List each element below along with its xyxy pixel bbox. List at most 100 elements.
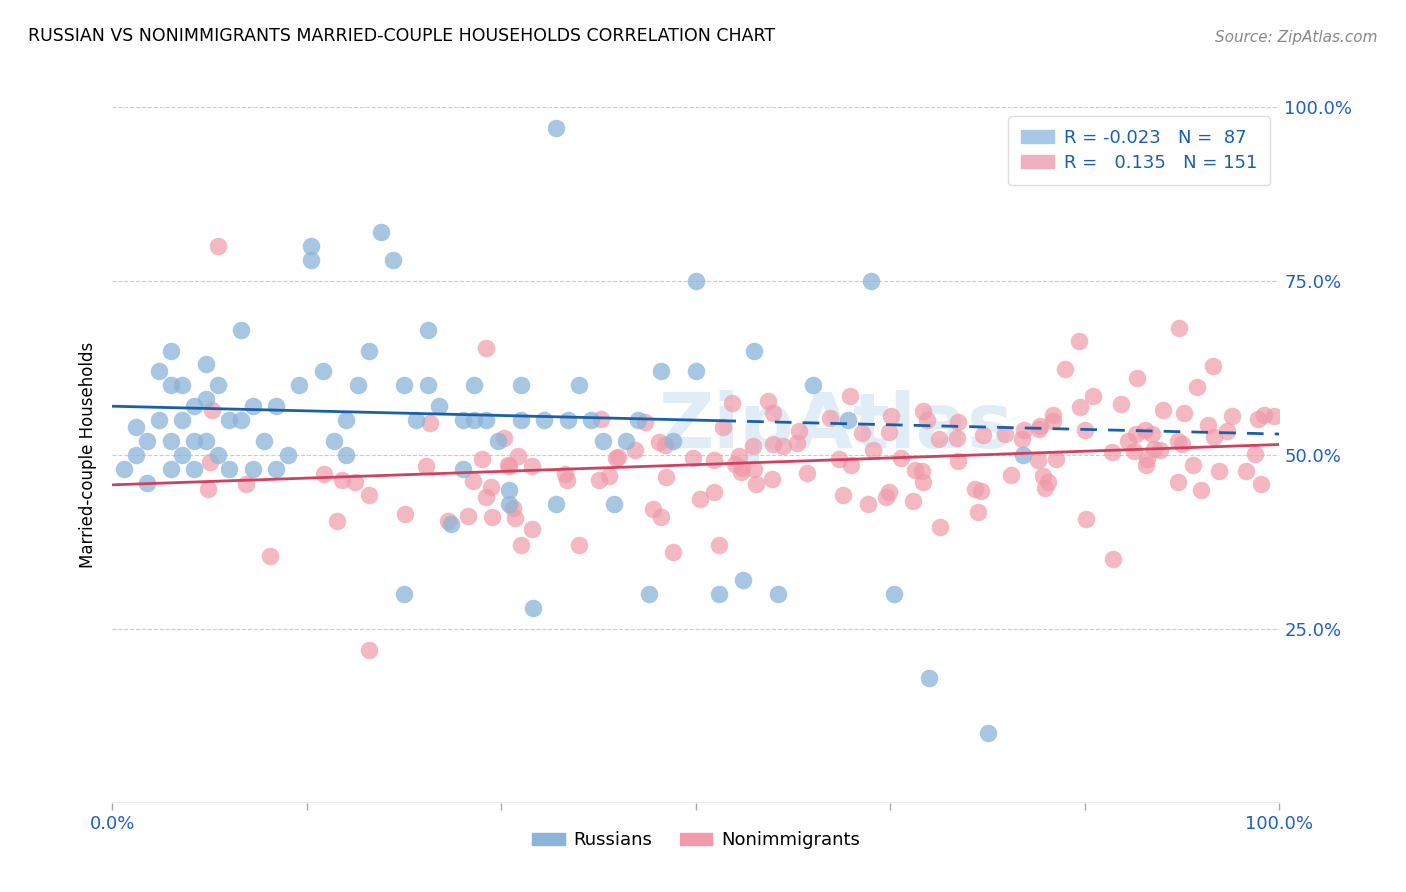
Point <box>1253 408 1275 422</box>
Point <box>235 477 257 491</box>
Text: RUSSIAN VS NONIMMIGRANTS MARRIED-COUPLE HOUSEHOLDS CORRELATION CHART: RUSSIAN VS NONIMMIGRANTS MARRIED-COUPLE … <box>28 27 775 45</box>
Point <box>440 517 463 532</box>
Point <box>1042 413 1064 427</box>
Point <box>723 458 745 472</box>
Point <box>486 434 509 448</box>
Point <box>201 403 224 417</box>
Point <box>839 458 862 472</box>
Point <box>1142 427 1164 442</box>
Point <box>1109 397 1132 411</box>
Point <box>259 549 281 563</box>
Point <box>160 378 183 392</box>
Point <box>730 465 752 479</box>
Point <box>731 461 754 475</box>
Point <box>172 413 194 427</box>
Point <box>325 515 347 529</box>
Point <box>172 378 194 392</box>
Point <box>437 514 460 528</box>
Point <box>1191 483 1213 497</box>
Point <box>160 462 183 476</box>
Point <box>160 343 183 358</box>
Point <box>492 431 515 445</box>
Point <box>419 416 441 430</box>
Point <box>1045 452 1067 467</box>
Point <box>879 484 901 499</box>
Point <box>172 448 194 462</box>
Point <box>976 726 998 740</box>
Point <box>1081 389 1104 403</box>
Point <box>591 412 613 426</box>
Point <box>502 500 524 515</box>
Point <box>1101 445 1123 459</box>
Point <box>183 434 205 448</box>
Point <box>966 505 988 519</box>
Point <box>194 434 217 448</box>
Point <box>1032 469 1054 483</box>
Point <box>242 462 264 476</box>
Point <box>229 323 252 337</box>
Point <box>359 343 381 358</box>
Point <box>197 482 219 496</box>
Point <box>661 545 683 559</box>
Point <box>330 473 353 487</box>
Point <box>1246 412 1268 426</box>
Point <box>915 413 938 427</box>
Point <box>1143 442 1166 457</box>
Point <box>509 538 531 552</box>
Point <box>624 442 647 457</box>
Point <box>796 466 818 480</box>
Point <box>877 425 900 440</box>
Point <box>194 358 217 372</box>
Point <box>1181 458 1204 472</box>
Point <box>731 573 754 587</box>
Point <box>603 497 626 511</box>
Point <box>323 434 346 448</box>
Point <box>598 468 620 483</box>
Point <box>1026 453 1049 467</box>
Point <box>1033 481 1056 495</box>
Point <box>416 323 439 337</box>
Point <box>1133 423 1156 437</box>
Point <box>194 392 217 407</box>
Point <box>654 438 676 452</box>
Point <box>451 413 474 427</box>
Point <box>394 587 416 601</box>
Point <box>762 406 785 420</box>
Point <box>394 378 416 392</box>
Text: ZipAtlas: ZipAtlas <box>658 390 1014 464</box>
Point <box>183 462 205 476</box>
Point <box>148 413 170 427</box>
Point <box>839 389 862 403</box>
Point <box>1029 419 1052 434</box>
Point <box>520 458 543 473</box>
Point <box>112 462 135 476</box>
Point <box>136 434 159 448</box>
Point <box>928 432 950 446</box>
Point <box>335 413 357 427</box>
Point <box>463 378 485 392</box>
Point <box>1244 447 1267 461</box>
Point <box>883 587 905 601</box>
Point <box>1202 359 1225 373</box>
Point <box>1220 409 1243 423</box>
Point <box>381 253 404 268</box>
Point <box>568 378 591 392</box>
Point <box>1167 475 1189 489</box>
Point <box>831 488 853 502</box>
Point <box>689 491 711 506</box>
Point <box>862 442 884 457</box>
Point <box>1152 403 1174 417</box>
Point <box>904 462 927 476</box>
Point <box>1208 464 1230 478</box>
Point <box>592 434 614 448</box>
Point <box>851 425 873 440</box>
Point <box>875 490 897 504</box>
Point <box>416 378 439 392</box>
Point <box>533 413 555 427</box>
Point <box>264 462 287 476</box>
Point <box>415 458 437 473</box>
Point <box>970 483 993 498</box>
Point <box>643 502 665 516</box>
Point <box>264 399 287 413</box>
Point <box>946 431 969 445</box>
